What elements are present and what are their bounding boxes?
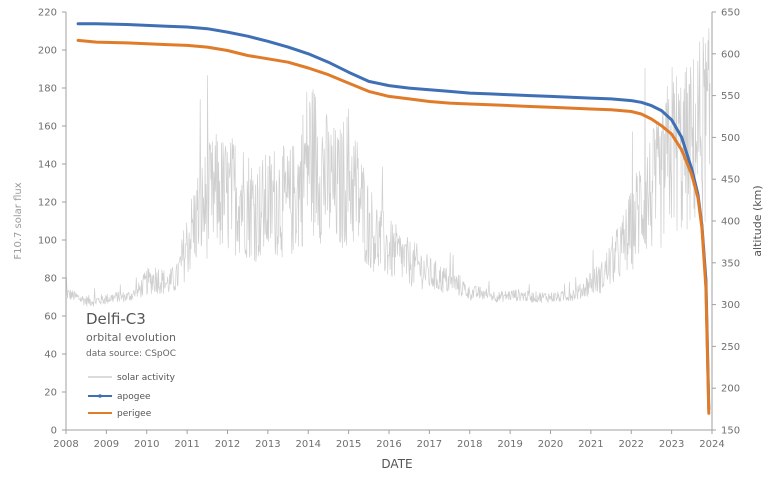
y-left-tick-label: 180 [38, 84, 57, 95]
y-axis-left-title: F10.7 solar flux [13, 182, 24, 259]
y-left-tick-label: 60 [44, 312, 57, 323]
y-axis-right-title: altitude (km) [751, 185, 764, 256]
legend-item-apogee: apogee [88, 392, 151, 402]
x-tick-label: 2011 [174, 439, 199, 450]
y-left-tick-label: 120 [38, 198, 57, 209]
x-tick-label: 2019 [497, 439, 522, 450]
y-right-tick-label: 500 [721, 133, 740, 144]
y-right-tick-label: 650 [721, 8, 740, 19]
legend-item-solar: solar activity [88, 373, 176, 383]
x-tick-label: 2024 [699, 439, 724, 450]
y-left-tick-label: 40 [44, 350, 57, 361]
y-left-tick-label: 140 [38, 160, 57, 171]
y-right-tick-label: 250 [721, 342, 740, 353]
x-axis-title: DATE [381, 457, 412, 471]
y-right-tick-label: 300 [721, 300, 740, 311]
y-right-tick-label: 350 [721, 258, 740, 269]
x-tick-label: 2010 [134, 439, 159, 450]
y-left-tick-label: 80 [44, 274, 57, 285]
y-left-tick-label: 20 [44, 388, 57, 399]
annotation-title: Delfi-C3 [86, 310, 146, 328]
altitude-lines-layer [76, 22, 711, 415]
y-right-tick-label: 400 [721, 217, 740, 228]
x-tick-label: 2022 [619, 439, 644, 450]
y-left-tick-label: 220 [38, 8, 57, 19]
legend-label-perigee: perigee [117, 409, 152, 419]
chart-annotation: Delfi-C3 orbital evolution data source: … [86, 310, 176, 359]
x-tick-label: 2016 [376, 439, 401, 450]
legend-marker-apogee [98, 394, 102, 398]
y-left-tick-label: 100 [38, 236, 57, 247]
x-tick-label: 2017 [417, 439, 442, 450]
legend: solar activity apogee perigee [88, 373, 176, 419]
y-right-tick-label: 600 [721, 49, 740, 60]
perigee-series [76, 38, 711, 415]
y-left-tick-label: 200 [38, 46, 57, 57]
annotation-subtitle: orbital evolution [86, 331, 176, 344]
plot-frame [65, 12, 713, 431]
x-tick-label: 2012 [215, 439, 240, 450]
x-tick-label: 2023 [659, 439, 684, 450]
x-tick-label: 2018 [457, 439, 482, 450]
y-left-tick-label: 0 [51, 426, 57, 437]
y-right-tick-label: 150 [721, 426, 740, 437]
legend-label-solar: solar activity [117, 373, 176, 383]
x-tick-label: 2008 [53, 439, 78, 450]
axis-ticks: 2008 2009 2010 2011 2012 2013 2014 2015 2016 2017… [38, 8, 740, 451]
x-tick-label: 2020 [538, 439, 563, 450]
y-right-tick-label: 200 [721, 384, 740, 395]
legend-item-perigee: perigee [88, 409, 152, 419]
annotation-source: data source: CSpOC [86, 349, 176, 359]
x-tick-label: 2015 [336, 439, 361, 450]
x-tick-label: 2013 [255, 439, 280, 450]
y-right-tick-label: 550 [721, 91, 740, 102]
x-tick-label: 2009 [94, 439, 119, 450]
y-left-tick-label: 160 [38, 122, 57, 133]
solar-activity-series [65, 28, 711, 307]
y-right-tick-label: 450 [721, 175, 740, 186]
x-tick-label: 2021 [578, 439, 603, 450]
solar-activity-layer [65, 28, 711, 307]
apogee-series [76, 22, 711, 411]
x-tick-label: 2014 [296, 439, 321, 450]
legend-label-apogee: apogee [117, 392, 151, 402]
